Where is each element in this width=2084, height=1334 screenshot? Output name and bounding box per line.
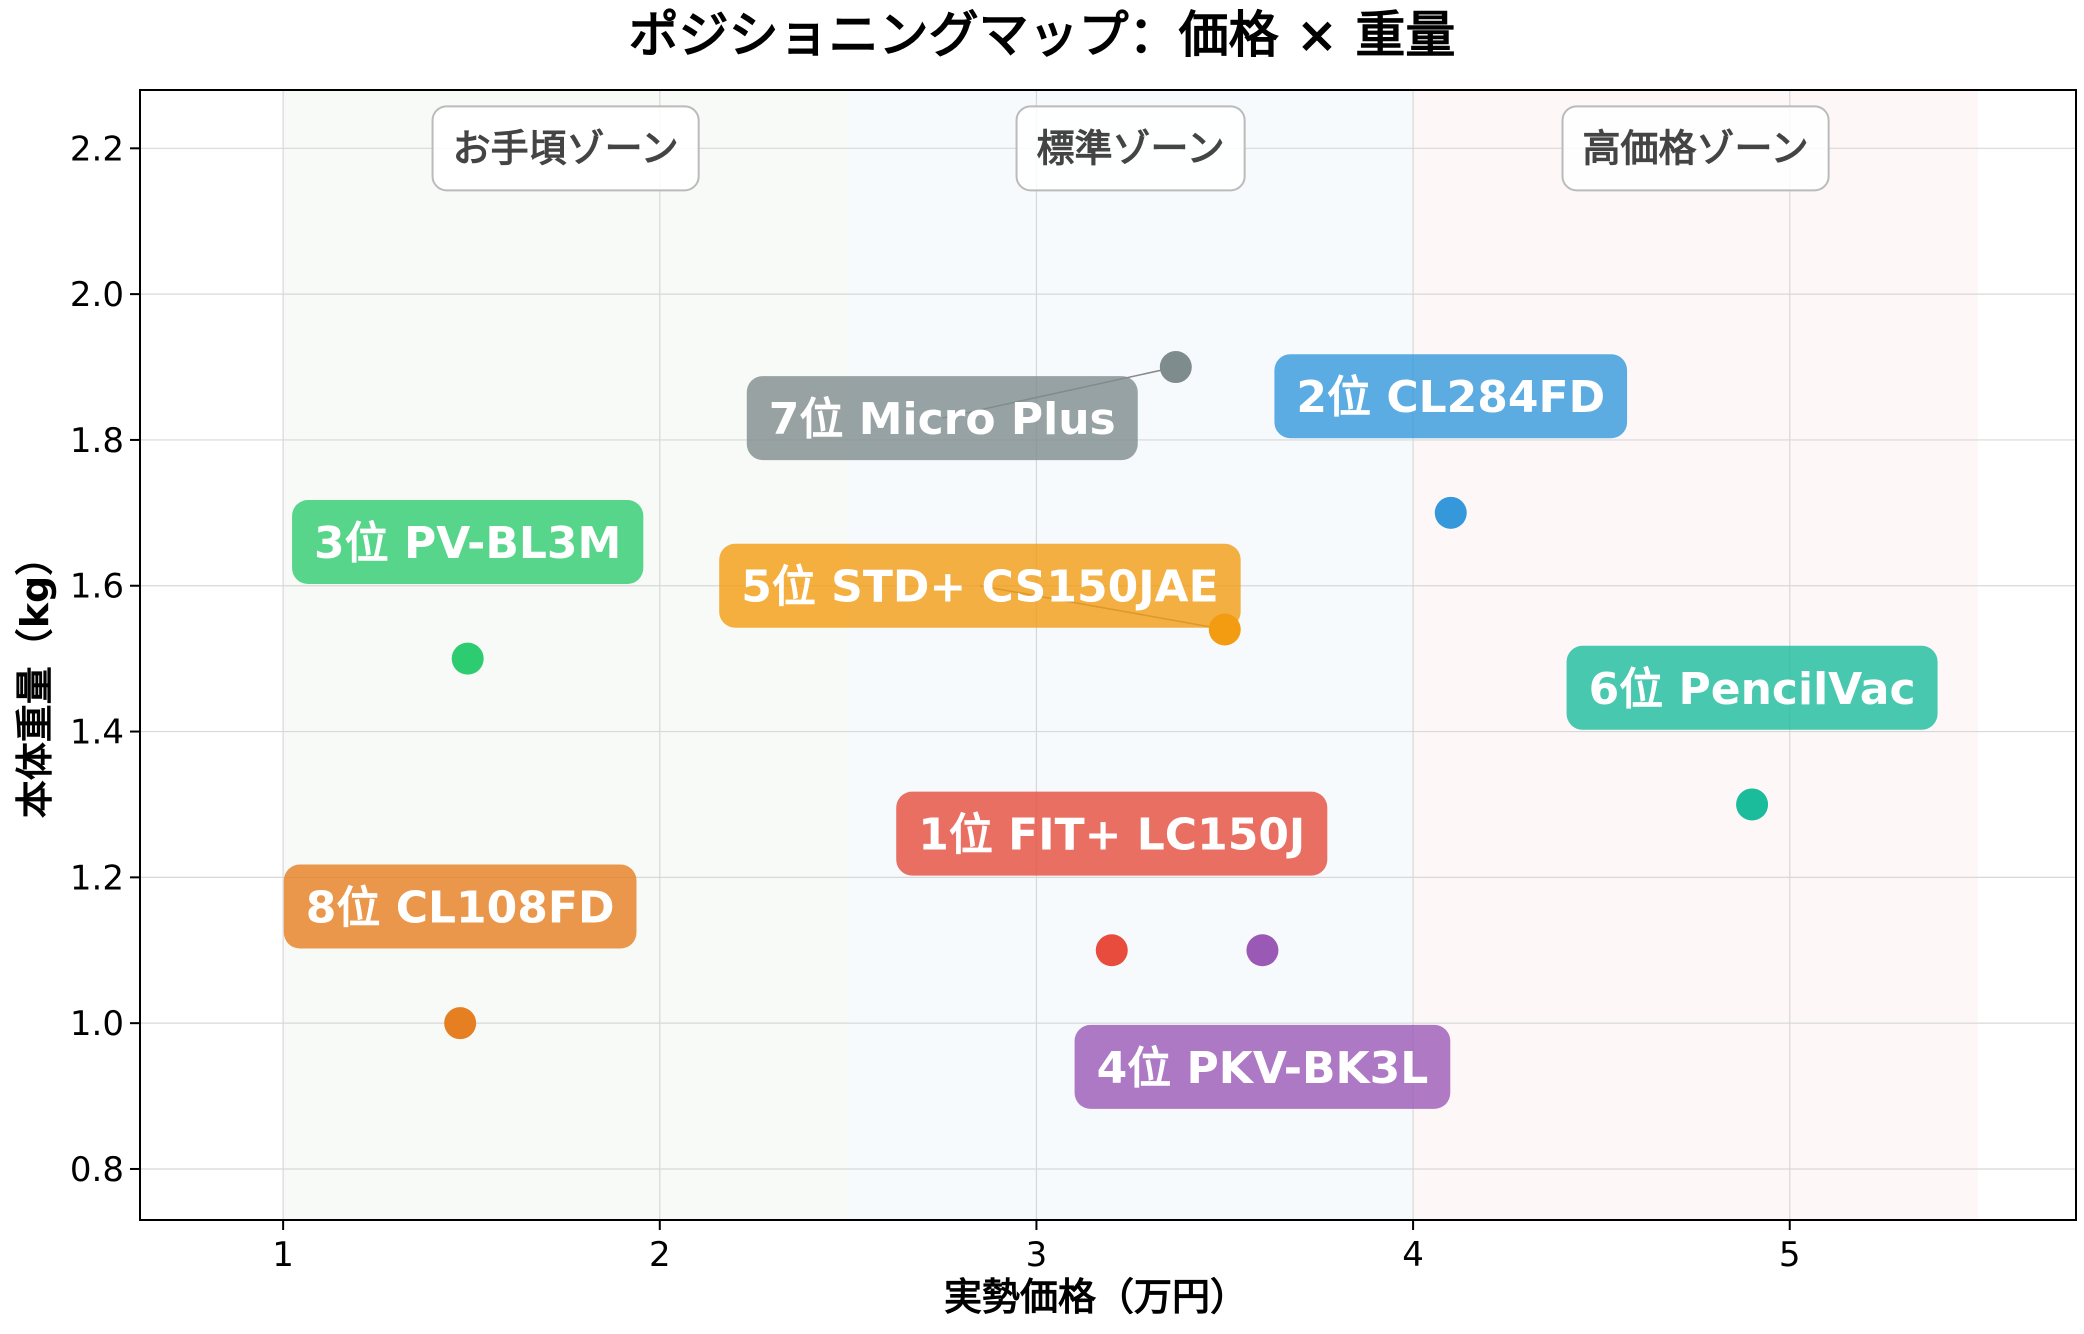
point-label-text: 2位 CL284FD (1296, 372, 1605, 423)
point-label-text: 8位 CL108FD (306, 883, 615, 934)
zone-label-text: お手頃ゾーン (453, 126, 679, 170)
zone-band (283, 90, 849, 1220)
y-tick-label: 0.8 (70, 1150, 124, 1190)
zone-label-box (431, 105, 700, 192)
x-tick-label: 2 (649, 1235, 671, 1275)
plot-frame (139, 89, 2077, 1221)
data-point (1434, 496, 1467, 529)
data-point (451, 642, 484, 675)
point-label-text: 3位 PV-BL3M (314, 518, 621, 569)
y-tick-label: 2.2 (70, 129, 124, 169)
point-label-box (719, 543, 1241, 628)
zone-label-text: 高価格ゾーン (1583, 126, 1809, 170)
point-labels-layer: 1位 FIT+ LC150J 2位 CL284FD 3位 PV-BL3M 4位 PKV… (283, 354, 1938, 1109)
point-label-box (1074, 1024, 1451, 1109)
points-layer (444, 351, 1769, 1040)
y-axis-label: 本体重量（kg） (13, 538, 57, 818)
point-label: 3位 PV-BL3M (292, 500, 644, 584)
point-label: 2位 CL284FD (1274, 354, 1628, 439)
zone-label: お手頃ゾーン (431, 105, 700, 192)
point-label-text: 4位 PKV-BK3L (1097, 1043, 1429, 1094)
data-point (1246, 934, 1279, 967)
point-label-box (1274, 354, 1628, 439)
data-point (1159, 351, 1192, 384)
point-label-text: 6位 PencilVac (1589, 664, 1916, 715)
x-tick-label: 3 (1026, 1235, 1048, 1275)
point-label: 5位 STD+ CS150JAE (719, 543, 1241, 628)
y-tick-label: 1.8 (70, 421, 124, 461)
zone-label-text: 標準ゾーン (1037, 126, 1225, 170)
x-tick-label: 5 (1779, 1235, 1801, 1275)
point-label-box (1566, 645, 1938, 730)
x-axis-label: 実勢価格（万円） (944, 1275, 1248, 1319)
point-label-text: 1位 FIT+ LC150J (918, 810, 1305, 861)
ticks-layer: 1 2 3 4 5 0.8 1.0 1.2 1.4 1.6 1.8 2.0 2.2 (70, 129, 1801, 1275)
x-tick-label: 4 (1402, 1235, 1424, 1275)
zone-label: 高価格ゾーン (1561, 105, 1830, 192)
x-tick-label: 1 (272, 1235, 294, 1275)
point-label-text: 5位 STD+ CS150JAE (741, 562, 1218, 613)
point-label-box (896, 791, 1328, 876)
zone-labels-layer: お手頃ゾーン 標準ゾーン 高価格ゾーン (431, 105, 1830, 192)
point-label: 8位 CL108FD (283, 864, 637, 949)
y-tick-label: 1.2 (70, 858, 124, 898)
point-label: 1位 FIT+ LC150J (896, 791, 1328, 876)
y-tick-label: 1.0 (70, 1004, 124, 1044)
data-point (1736, 788, 1769, 821)
point-label: 7位 Micro Plus (746, 376, 1138, 461)
zone-label-box (1561, 105, 1830, 192)
data-point (1095, 934, 1128, 967)
y-tick-label: 1.6 (70, 567, 124, 607)
point-label-box (746, 376, 1138, 461)
point-label: 4位 PKV-BK3L (1074, 1024, 1451, 1109)
point-label-box (292, 500, 644, 584)
data-point (444, 1007, 477, 1040)
zone-label: 標準ゾーン (1015, 105, 1246, 192)
point-label: 6位 PencilVac (1566, 645, 1938, 730)
point-label-box (283, 864, 637, 949)
y-tick-label: 1.4 (70, 713, 124, 753)
zone-label-box (1015, 105, 1246, 192)
point-label-text: 7位 Micro Plus (769, 394, 1116, 445)
chart-title: ポジショニングマップ：価格 × 重量 (629, 6, 1456, 64)
y-tick-label: 2.0 (70, 275, 124, 315)
